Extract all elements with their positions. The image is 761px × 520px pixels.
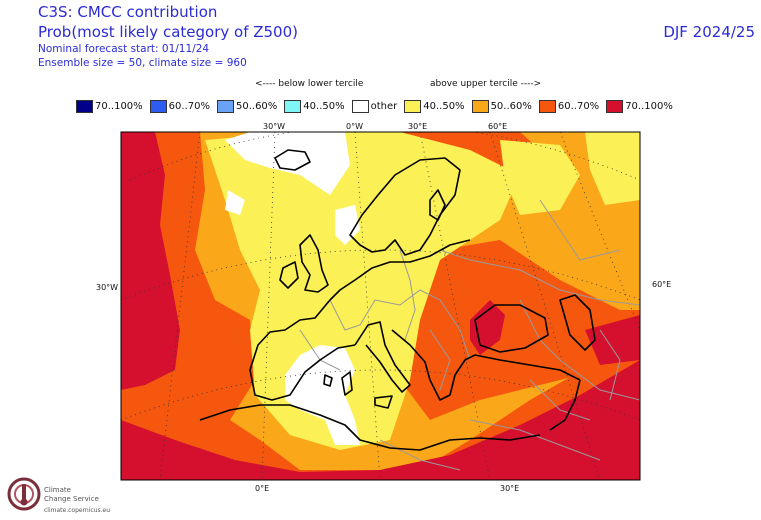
field-40-50-e: [585, 132, 640, 205]
legend-swatch: [76, 99, 93, 113]
legend-swatch: [216, 99, 234, 113]
legend-item: 40..50%: [404, 99, 465, 113]
legend-label: other: [370, 100, 398, 112]
below-tercile-label: <---- below lower tercile: [255, 79, 364, 89]
axis-label-top-2: 30°E: [408, 122, 427, 131]
field-40-50-ne: [500, 140, 580, 215]
legend-label: 40..50%: [423, 100, 465, 112]
coastlines: [199, 149, 596, 451]
field-70-100-east: [585, 315, 640, 365]
country-borders: [299, 199, 640, 471]
field-other-north-sea: [335, 205, 360, 245]
chart-title: C3S: CMCC contribution: [38, 3, 218, 21]
field-70-100-south: [121, 360, 640, 480]
legend-label: 50..60%: [235, 100, 278, 112]
field-other-med: [285, 345, 360, 445]
field-other-nw: [225, 190, 245, 215]
chart-subtitle: Prob(most likely category of Z500): [38, 23, 298, 41]
legend-label: 70..100%: [625, 100, 673, 112]
axis-label-bottom-1: 30°E: [500, 484, 519, 493]
map-frame: [120, 131, 641, 481]
copernicus-logo-icon: [7, 477, 41, 511]
axis-label-left: 30°W: [96, 283, 118, 292]
legend-label: 40..50%: [303, 100, 345, 112]
forecast-start: Nominal forecast start: 01/11/24: [38, 43, 210, 55]
legend-item: 40..50%: [284, 99, 345, 113]
axis-label-top-1: 0°W: [346, 122, 363, 131]
legend-swatch: [606, 99, 624, 113]
legend-swatch: [351, 99, 369, 113]
logo-text-line1: Climate: [44, 486, 71, 494]
map-field: [121, 132, 640, 480]
legend-label: 60..70%: [168, 100, 210, 112]
ensemble-size: Ensemble size = 50, climate size = 960: [38, 57, 247, 69]
field-70-100-atlantic: [121, 132, 180, 390]
legend: 70..100% 60..70% 50..60% 40..50% other 40..50…: [76, 99, 680, 113]
legend-swatch: [538, 99, 556, 113]
legend-item: 70..100%: [76, 99, 143, 113]
above-tercile-label: above upper tercile ---->: [430, 79, 542, 89]
logo-url: climate.copernicus.eu: [44, 507, 111, 514]
axis-label-top-3: 60°E: [488, 122, 507, 131]
legend-swatch: [471, 99, 489, 113]
logo-text-line2: Change Service: [44, 495, 99, 503]
legend-swatch: [149, 99, 167, 113]
legend-item: 60..70%: [538, 99, 600, 113]
axis-label-top-0: 30°W: [263, 122, 285, 131]
legend-item: other: [351, 99, 398, 113]
axis-label-bottom-0: 0°E: [255, 484, 269, 493]
legend-label: 60..70%: [557, 100, 600, 112]
legend-label: 70..100%: [95, 100, 143, 112]
legend-label: 50..60%: [490, 100, 532, 112]
legend-swatch: [404, 99, 422, 113]
legend-item: 60..70%: [149, 99, 210, 113]
field-other-north: [225, 132, 350, 195]
legend-item: 50..60%: [471, 99, 532, 113]
axis-label-right: 60°E: [652, 280, 671, 289]
legend-item: 50..60%: [216, 99, 278, 113]
season-label: DJF 2024/25: [663, 23, 755, 41]
legend-swatch: [284, 99, 302, 113]
legend-item: 70..100%: [606, 99, 673, 113]
